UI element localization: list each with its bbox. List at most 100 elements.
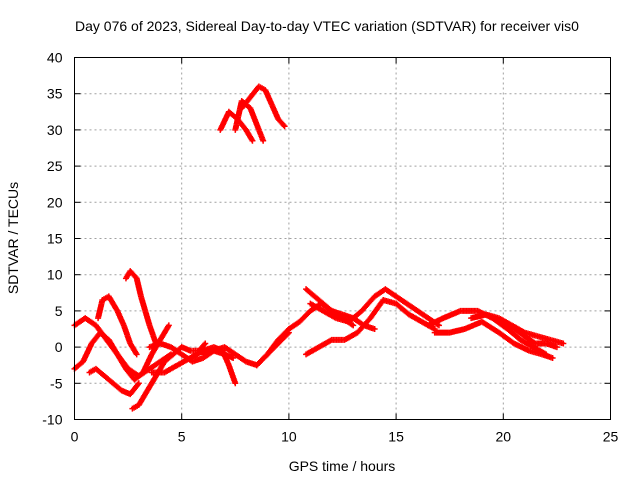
data-trace <box>94 366 107 379</box>
axis-ticks: 0 5 10 15 20 25 -10 -5 0 5 10 15 20 25 30 35 40 <box>42 50 618 445</box>
data-trace <box>128 381 141 396</box>
data-point <box>230 354 237 361</box>
data-trace <box>88 366 98 375</box>
series-track-5 <box>122 268 159 347</box>
data-trace <box>111 381 124 393</box>
data-trace <box>347 308 364 324</box>
y-tick-label: 15 <box>47 231 63 247</box>
data-trace <box>222 345 237 357</box>
data-trace <box>98 330 111 342</box>
x-tick-label: 20 <box>496 429 512 445</box>
data-trace <box>254 352 270 368</box>
data-point <box>165 322 172 329</box>
x-tick-label: 15 <box>388 429 404 445</box>
y-axis-label: SDTVAR / TECUs <box>5 182 21 294</box>
data-trace <box>523 334 538 346</box>
data-trace <box>233 352 248 364</box>
data-point <box>350 322 357 329</box>
data-trace <box>426 315 445 328</box>
data-trace <box>287 319 302 332</box>
data-trace <box>405 301 420 313</box>
y-tick-label: 25 <box>47 158 63 174</box>
data-trace <box>226 363 238 385</box>
data-trace <box>512 326 527 339</box>
data-trace <box>415 308 430 321</box>
data-point <box>133 351 140 358</box>
data-point <box>435 322 442 329</box>
data-trace <box>188 348 205 361</box>
y-tick-label: -10 <box>42 412 62 428</box>
data-trace <box>162 363 179 375</box>
data-trace <box>130 402 141 411</box>
data-trace <box>243 128 255 143</box>
data-trace <box>368 298 386 320</box>
data-point <box>281 123 288 130</box>
data-trace <box>128 269 139 281</box>
data-trace <box>512 341 531 354</box>
data-trace <box>100 294 111 303</box>
series-track-20 <box>500 322 560 351</box>
data-trace <box>72 359 85 371</box>
series-track-19 <box>468 311 567 347</box>
series-track-3 <box>86 365 142 398</box>
data-point <box>371 326 378 332</box>
data-trace <box>304 287 317 299</box>
data-trace <box>106 294 120 313</box>
data-trace <box>247 106 262 132</box>
data-trace <box>145 374 159 393</box>
data-trace <box>239 95 253 110</box>
x-axis-label: GPS time / hours <box>289 458 396 474</box>
data-trace <box>321 308 338 321</box>
data-trace <box>276 117 287 129</box>
data-trace <box>463 319 484 332</box>
y-tick-label: -5 <box>50 375 63 391</box>
data-trace <box>83 316 98 328</box>
x-tick-label: 5 <box>178 429 186 445</box>
data-trace <box>162 352 175 364</box>
data-point <box>549 354 556 361</box>
series-track-18 <box>431 318 556 361</box>
series-track-15 <box>307 286 442 329</box>
data-point <box>232 380 239 387</box>
data-trace <box>458 307 480 314</box>
data-trace <box>497 330 516 346</box>
data-trace <box>297 308 313 324</box>
data-point <box>260 137 267 144</box>
data-trace <box>136 388 150 407</box>
data-trace <box>383 287 398 299</box>
data-trace <box>134 276 144 298</box>
data-trace <box>121 323 133 345</box>
data-trace <box>169 345 184 357</box>
data-point <box>202 340 209 347</box>
y-tick-label: 0 <box>55 339 63 355</box>
data-trace <box>106 338 120 357</box>
data-trace <box>394 301 411 317</box>
data-trace <box>257 84 267 93</box>
data-trace <box>147 323 159 345</box>
data-trace <box>321 301 334 313</box>
data-trace <box>308 301 325 314</box>
chart-title: Day 076 of 2023, Sidereal Day-to-day VTE… <box>75 18 579 34</box>
data-trace <box>217 110 232 132</box>
data-trace <box>115 352 129 371</box>
data-trace <box>140 352 155 375</box>
data-trace <box>407 312 424 324</box>
y-tick-label: 40 <box>47 50 63 66</box>
data-trace <box>343 330 360 343</box>
x-tick-label: 10 <box>281 429 297 445</box>
data-trace <box>265 338 281 357</box>
y-tick-label: 35 <box>47 86 63 102</box>
data-trace <box>158 323 172 342</box>
data-point <box>553 344 560 351</box>
data-trace <box>102 374 115 386</box>
data-trace <box>497 315 514 328</box>
data-trace <box>175 355 192 368</box>
data-point <box>135 380 142 387</box>
data-trace <box>480 319 501 335</box>
data-trace <box>317 337 334 350</box>
data-trace <box>441 308 462 321</box>
y-tick-label: 20 <box>47 194 63 210</box>
data-trace <box>355 316 373 335</box>
data-trace <box>304 344 321 357</box>
